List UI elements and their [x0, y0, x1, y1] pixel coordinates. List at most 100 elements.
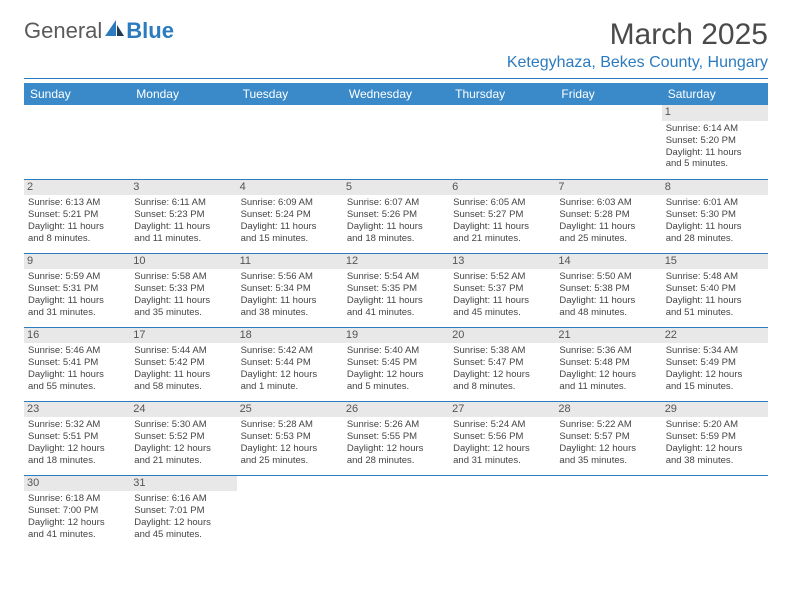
daylight-line: Daylight: 12 hours	[666, 369, 764, 381]
day-number: 31	[130, 476, 236, 492]
day-number: 27	[449, 402, 555, 418]
sunrise-line: Sunrise: 5:32 AM	[28, 419, 126, 431]
empty-cell	[343, 475, 449, 549]
empty-cell	[130, 105, 236, 179]
empty-cell	[555, 475, 661, 549]
sunset-line: Sunset: 5:51 PM	[28, 431, 126, 443]
daylight-line: Daylight: 12 hours	[28, 443, 126, 455]
daylight-line: and 45 minutes.	[134, 529, 232, 541]
sunset-line: Sunset: 5:41 PM	[28, 357, 126, 369]
sunset-line: Sunset: 5:21 PM	[28, 209, 126, 221]
sunset-line: Sunset: 5:40 PM	[666, 283, 764, 295]
daylight-line: Daylight: 12 hours	[559, 369, 657, 381]
daylight-line: and 8 minutes.	[453, 381, 551, 393]
daylight-line: and 11 minutes.	[559, 381, 657, 393]
day-header: Sunday	[24, 83, 130, 105]
header: General Blue March 2025 Ketegyhaza, Beke…	[24, 18, 768, 72]
sunset-line: Sunset: 5:59 PM	[666, 431, 764, 443]
daylight-line: Daylight: 11 hours	[666, 221, 764, 233]
daylight-line: Daylight: 12 hours	[134, 443, 232, 455]
day-header: Thursday	[449, 83, 555, 105]
daylight-line: Daylight: 12 hours	[559, 443, 657, 455]
day-cell: 21Sunrise: 5:36 AMSunset: 5:48 PMDayligh…	[555, 327, 661, 401]
day-number: 5	[343, 180, 449, 196]
daylight-line: and 31 minutes.	[453, 455, 551, 467]
daylight-line: Daylight: 11 hours	[134, 295, 232, 307]
daylight-line: and 28 minutes.	[666, 233, 764, 245]
day-cell: 20Sunrise: 5:38 AMSunset: 5:47 PMDayligh…	[449, 327, 555, 401]
sunrise-line: Sunrise: 6:18 AM	[28, 493, 126, 505]
day-cell: 24Sunrise: 5:30 AMSunset: 5:52 PMDayligh…	[130, 401, 236, 475]
sunrise-line: Sunrise: 5:40 AM	[347, 345, 445, 357]
daylight-line: and 25 minutes.	[559, 233, 657, 245]
day-header: Friday	[555, 83, 661, 105]
day-number: 2	[24, 180, 130, 196]
day-number: 24	[130, 402, 236, 418]
day-cell: 5Sunrise: 6:07 AMSunset: 5:26 PMDaylight…	[343, 179, 449, 253]
sunset-line: Sunset: 5:33 PM	[134, 283, 232, 295]
sunset-line: Sunset: 5:34 PM	[241, 283, 339, 295]
logo: General Blue	[24, 18, 174, 44]
daylight-line: and 15 minutes.	[666, 381, 764, 393]
daylight-line: Daylight: 11 hours	[347, 295, 445, 307]
daylight-line: Daylight: 11 hours	[241, 221, 339, 233]
day-cell: 15Sunrise: 5:48 AMSunset: 5:40 PMDayligh…	[662, 253, 768, 327]
empty-cell	[237, 475, 343, 549]
daylight-line: and 8 minutes.	[28, 233, 126, 245]
day-cell: 6Sunrise: 6:05 AMSunset: 5:27 PMDaylight…	[449, 179, 555, 253]
day-number: 10	[130, 254, 236, 270]
sunrise-line: Sunrise: 6:11 AM	[134, 197, 232, 209]
empty-cell	[237, 105, 343, 179]
month-title: March 2025	[507, 18, 768, 52]
daylight-line: Daylight: 12 hours	[347, 443, 445, 455]
empty-cell	[555, 105, 661, 179]
day-cell: 10Sunrise: 5:58 AMSunset: 5:33 PMDayligh…	[130, 253, 236, 327]
day-number: 6	[449, 180, 555, 196]
day-number: 13	[449, 254, 555, 270]
sunset-line: Sunset: 7:01 PM	[134, 505, 232, 517]
sunrise-line: Sunrise: 5:50 AM	[559, 271, 657, 283]
day-number: 4	[237, 180, 343, 196]
daylight-line: and 35 minutes.	[559, 455, 657, 467]
sunrise-line: Sunrise: 6:09 AM	[241, 197, 339, 209]
sunset-line: Sunset: 7:00 PM	[28, 505, 126, 517]
week-row: 30Sunrise: 6:18 AMSunset: 7:00 PMDayligh…	[24, 475, 768, 549]
sunset-line: Sunset: 5:23 PM	[134, 209, 232, 221]
daylight-line: and 21 minutes.	[134, 455, 232, 467]
day-cell: 3Sunrise: 6:11 AMSunset: 5:23 PMDaylight…	[130, 179, 236, 253]
day-number: 16	[24, 328, 130, 344]
sunset-line: Sunset: 5:27 PM	[453, 209, 551, 221]
daylight-line: and 25 minutes.	[241, 455, 339, 467]
daylight-line: and 5 minutes.	[666, 158, 764, 170]
day-cell: 16Sunrise: 5:46 AMSunset: 5:41 PMDayligh…	[24, 327, 130, 401]
daylight-line: and 18 minutes.	[347, 233, 445, 245]
day-cell: 2Sunrise: 6:13 AMSunset: 5:21 PMDaylight…	[24, 179, 130, 253]
daylight-line: Daylight: 11 hours	[241, 295, 339, 307]
day-number: 3	[130, 180, 236, 196]
day-cell: 31Sunrise: 6:16 AMSunset: 7:01 PMDayligh…	[130, 475, 236, 549]
sunrise-line: Sunrise: 5:26 AM	[347, 419, 445, 431]
daylight-line: Daylight: 11 hours	[28, 221, 126, 233]
sunset-line: Sunset: 5:49 PM	[666, 357, 764, 369]
daylight-line: and 38 minutes.	[241, 307, 339, 319]
daylight-line: and 15 minutes.	[241, 233, 339, 245]
day-number: 22	[662, 328, 768, 344]
daylight-line: Daylight: 12 hours	[241, 369, 339, 381]
day-number: 12	[343, 254, 449, 270]
sunset-line: Sunset: 5:31 PM	[28, 283, 126, 295]
sunrise-line: Sunrise: 5:42 AM	[241, 345, 339, 357]
day-cell: 18Sunrise: 5:42 AMSunset: 5:44 PMDayligh…	[237, 327, 343, 401]
daylight-line: Daylight: 11 hours	[347, 221, 445, 233]
sunset-line: Sunset: 5:35 PM	[347, 283, 445, 295]
day-header: Saturday	[662, 83, 768, 105]
day-number: 11	[237, 254, 343, 270]
daylight-line: and 35 minutes.	[134, 307, 232, 319]
day-cell: 17Sunrise: 5:44 AMSunset: 5:42 PMDayligh…	[130, 327, 236, 401]
sunset-line: Sunset: 5:37 PM	[453, 283, 551, 295]
daylight-line: and 5 minutes.	[347, 381, 445, 393]
sunset-line: Sunset: 5:57 PM	[559, 431, 657, 443]
daylight-line: Daylight: 11 hours	[453, 295, 551, 307]
day-cell: 14Sunrise: 5:50 AMSunset: 5:38 PMDayligh…	[555, 253, 661, 327]
sunrise-line: Sunrise: 5:24 AM	[453, 419, 551, 431]
daylight-line: and 1 minute.	[241, 381, 339, 393]
